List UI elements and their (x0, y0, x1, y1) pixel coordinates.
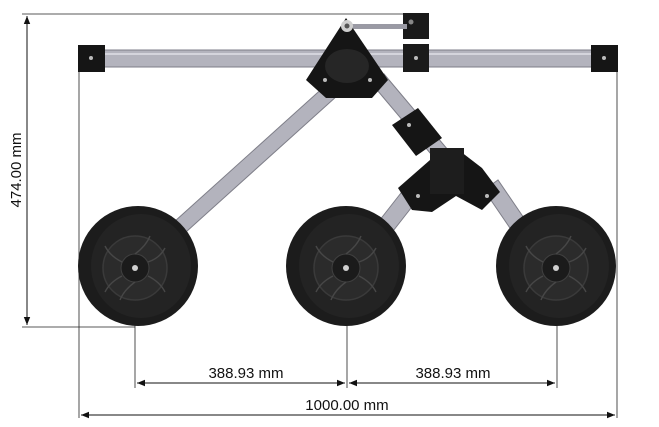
secondary-bracket (392, 108, 500, 212)
left-end-cap (78, 45, 105, 72)
right-end-cap (591, 45, 618, 72)
spacing-left-label: 388.93 mm (208, 365, 283, 382)
spacing-dimension-right: 388.93 mm (349, 365, 555, 387)
left-wheel (78, 206, 198, 326)
overall-width-label: 1000.00 mm (305, 397, 388, 414)
central-pivot-bracket (306, 18, 388, 98)
upper-mount-block (352, 13, 429, 72)
spacing-right-label: 388.93 mm (415, 365, 490, 382)
height-dimension-label: 474.00 mm (8, 132, 25, 207)
right-wheel (496, 206, 616, 326)
left-arm (173, 75, 349, 233)
height-dimension: 474.00 mm (8, 16, 31, 325)
spacing-dimension-left: 388.93 mm (137, 365, 345, 387)
middle-wheel (286, 206, 406, 326)
overall-width-dimension: 1000.00 mm (81, 397, 615, 419)
